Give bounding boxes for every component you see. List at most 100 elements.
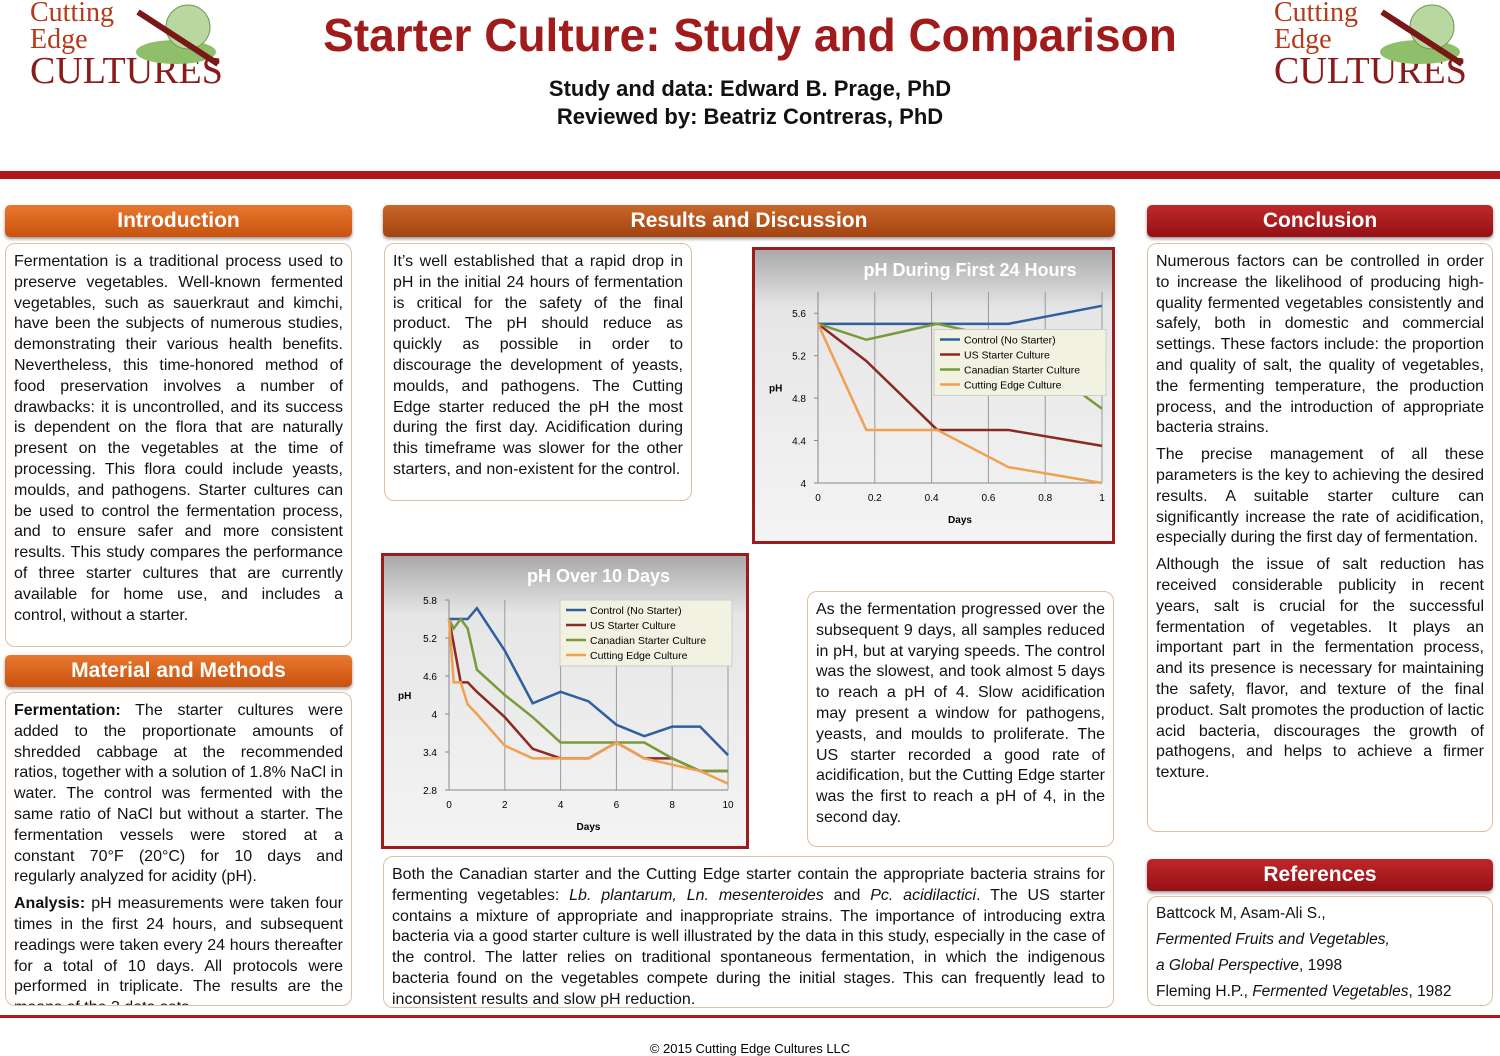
y-tick-label: 2.8 bbox=[423, 786, 437, 797]
footer: © 2015 Cutting Edge Cultures LLC bbox=[649, 1041, 851, 1056]
chart: pH During First 24 Hours 0 0.2 0.4 0.6 0.8 1 4 4… bbox=[769, 260, 1107, 526]
legend-box bbox=[559, 599, 733, 667]
logo-text: Cutting bbox=[30, 0, 115, 28]
y-tick-label: 5.2 bbox=[792, 352, 806, 363]
text-box: Fermentation is a traditional process us… bbox=[5, 243, 352, 647]
section-heading: Introduction bbox=[5, 205, 352, 237]
chart-title: pH During First 24 Hours bbox=[863, 260, 1076, 280]
x-tick-label: 0.6 bbox=[981, 493, 995, 504]
y-tick-label: 4.6 bbox=[423, 672, 437, 683]
text: . The US starter contains a mixture of a… bbox=[392, 886, 1105, 1008]
x-tick-label: 0 bbox=[815, 493, 821, 504]
chart-frame: pH During First 24 Hours 0 0.2 0.4 0.6 0.8 1 4 4… bbox=[752, 247, 1115, 544]
x-tick-label: 6 bbox=[614, 800, 620, 811]
logo-icon bbox=[136, 4, 220, 67]
divider bbox=[0, 171, 1500, 179]
y-tick-label: 5.6 bbox=[792, 309, 806, 320]
y-axis-label: pH bbox=[769, 384, 782, 395]
text: Both the Canadian starter and the Cuttin… bbox=[392, 866, 1105, 904]
logo-text: Cutting bbox=[1274, 0, 1359, 28]
logo-text: Edge bbox=[1274, 23, 1332, 55]
credit: Study and data: Edward B. Prage, PhD bbox=[548, 76, 952, 101]
text-box: Numerous factors can be controlled in or… bbox=[1147, 243, 1493, 832]
section-heading: References bbox=[1147, 859, 1493, 891]
logo: Cutting Edge CULTURES bbox=[30, 0, 223, 90]
credit: Reviewed by: Beatriz Contreras, PhD bbox=[556, 104, 944, 129]
logo-icon bbox=[1380, 4, 1464, 67]
y-tick-label: 5.2 bbox=[423, 634, 437, 645]
reference: Fleming H.P., Fermented Vegetables, 1982 bbox=[1156, 979, 1484, 1005]
paragraph: Analysis: pH measurements were taken fou… bbox=[14, 894, 343, 1005]
text: pH measurements were taken four times in… bbox=[14, 895, 343, 1005]
paragraph: The precise management of all these para… bbox=[1156, 446, 1484, 547]
series-line bbox=[818, 304, 1103, 326]
text-box: As the fermentation progressed over the … bbox=[807, 591, 1114, 847]
paragraph: Numerous factors can be controlled in or… bbox=[1156, 253, 1484, 437]
text: and bbox=[823, 886, 871, 904]
logo-text: Edge bbox=[30, 23, 88, 55]
x-tick-label: 1 bbox=[1099, 493, 1105, 504]
legend-box bbox=[933, 329, 1107, 396]
text-box: It’s well established that a rapid drop … bbox=[384, 243, 692, 501]
series-line bbox=[447, 618, 729, 785]
legend-label: Canadian Starter Culture bbox=[590, 635, 706, 647]
x-axis-label: Days bbox=[948, 515, 972, 526]
y-tick-label: 4.4 bbox=[792, 437, 806, 448]
x-tick-label: 8 bbox=[669, 800, 675, 811]
text: , 1982 bbox=[1408, 983, 1452, 1000]
legend-label: US Starter Culture bbox=[590, 620, 676, 632]
y-tick-label: 4 bbox=[431, 710, 437, 721]
section-heading: Results and Discussion bbox=[383, 205, 1115, 237]
x-tick-label: 0.4 bbox=[925, 493, 939, 504]
series-line bbox=[447, 616, 728, 773]
text: Fleming H.P., bbox=[1156, 983, 1253, 1000]
poster-title: Starter Culture: Study and Comparison bbox=[323, 9, 1177, 61]
text-box: Battcock M, Asam-Ali S., Fermented Fruit… bbox=[1147, 896, 1493, 1006]
y-tick-label: 4.8 bbox=[792, 394, 806, 405]
text: Fermented Vegetables bbox=[1252, 983, 1409, 1000]
legend-label: US Starter Culture bbox=[964, 350, 1050, 362]
paragraph: As the fermentation progressed over the … bbox=[816, 601, 1105, 826]
text: a Global Perspective bbox=[1156, 957, 1300, 974]
x-tick-label: 0.8 bbox=[1038, 493, 1052, 504]
reference: Fermented Fruits and Vegetables, bbox=[1156, 927, 1484, 953]
lead: Fermentation: bbox=[14, 702, 121, 719]
text: Fermented Fruits and Vegetables, bbox=[1156, 931, 1390, 948]
paragraph: It’s well established that a rapid drop … bbox=[393, 253, 683, 478]
legend-label: Canadian Starter Culture bbox=[964, 365, 1080, 377]
paragraph: Fermentation: The starter cultures were … bbox=[14, 701, 343, 888]
text-box: Both the Canadian starter and the Cuttin… bbox=[383, 856, 1114, 1008]
x-axis-label: Days bbox=[577, 822, 601, 833]
legend-label: Cutting Edge Culture bbox=[590, 650, 688, 662]
y-tick-label: 5.8 bbox=[423, 596, 437, 607]
text-box: Fermentation: The starter cultures were … bbox=[5, 692, 352, 1006]
species: Pc. acidilactici bbox=[870, 886, 977, 904]
paragraph: Although the issue of salt reduction has… bbox=[1156, 556, 1484, 782]
reference: a Global Perspective, 1998 bbox=[1156, 953, 1484, 979]
x-tick-label: 0 bbox=[446, 800, 452, 811]
lead: Analysis: bbox=[14, 895, 86, 913]
legend-label: Cutting Edge Culture bbox=[964, 380, 1062, 392]
text: Battcock M, Asam-Ali S., bbox=[1156, 905, 1326, 922]
legend-label: Control (No Starter) bbox=[964, 335, 1056, 347]
chart-title: pH Over 10 Days bbox=[527, 566, 670, 586]
x-tick-label: 4 bbox=[558, 800, 564, 811]
y-axis-label: pH bbox=[398, 691, 411, 702]
x-tick-label: 0.2 bbox=[868, 493, 882, 504]
section-heading: Conclusion bbox=[1147, 205, 1493, 237]
series-line bbox=[816, 323, 1103, 485]
legend-label: Control (No Starter) bbox=[590, 605, 682, 617]
text: , 1998 bbox=[1299, 957, 1343, 974]
paragraph: Fermentation is a traditional process us… bbox=[14, 253, 343, 624]
divider bbox=[0, 1015, 1500, 1018]
x-tick-label: 10 bbox=[722, 800, 734, 811]
text: The starter cultures were added to the p… bbox=[14, 702, 344, 886]
species: Lb. plantarum, Ln. mesenteroides bbox=[569, 886, 824, 904]
chart-frame: pH Over 10 Days 0 2 4 6 8 10 2.8 3.4 4 4.6 5.2 5.8 pH… bbox=[381, 553, 749, 849]
y-tick-label: 4 bbox=[800, 479, 806, 490]
x-tick-label: 2 bbox=[502, 800, 508, 811]
paragraph: Both the Canadian starter and the Cuttin… bbox=[392, 865, 1105, 1008]
y-tick-label: 3.4 bbox=[423, 748, 437, 759]
section-heading: Material and Methods bbox=[5, 655, 352, 687]
